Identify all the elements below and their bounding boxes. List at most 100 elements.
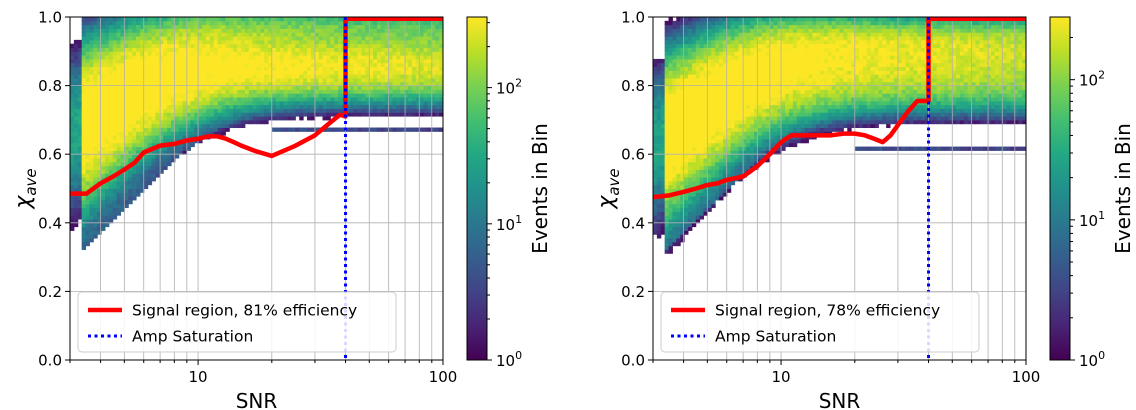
heatmap-cell <box>707 112 712 117</box>
heatmap-cell <box>392 32 397 37</box>
heatmap-cell <box>699 36 705 41</box>
heatmap-cell <box>765 81 771 87</box>
heatmap-cell <box>198 17 203 22</box>
heatmap-cell <box>240 47 246 52</box>
heatmap-cell <box>680 93 685 98</box>
heatmap-cell <box>419 77 425 83</box>
heatmap-cell <box>136 93 141 98</box>
heatmap-cell <box>672 32 677 37</box>
heatmap-cell <box>225 20 230 26</box>
heatmap-cell <box>120 142 125 148</box>
heatmap-cell <box>143 89 149 94</box>
heatmap-cell <box>101 169 106 174</box>
heatmap-cell <box>93 70 98 75</box>
heatmap-cell <box>684 199 689 205</box>
heatmap-cell <box>186 135 191 140</box>
heatmap-cell <box>419 100 425 106</box>
heatmap-cell <box>136 74 141 79</box>
heatmap-cell <box>229 51 234 56</box>
heatmap-cell <box>357 97 362 102</box>
heatmap-cell <box>81 245 87 250</box>
heatmap-cell <box>765 55 771 60</box>
heatmap-cell <box>174 43 180 48</box>
heatmap-cell <box>369 70 374 75</box>
heatmap-cell <box>120 81 125 87</box>
heatmap-cell <box>89 112 94 117</box>
heatmap-cell <box>757 32 763 37</box>
heatmap-cell <box>120 150 125 155</box>
heatmap-cell <box>353 62 359 68</box>
heatmap-cell <box>672 62 677 68</box>
heatmap-cell <box>77 150 83 155</box>
heatmap-cell <box>101 142 106 148</box>
heatmap-cell <box>81 184 87 189</box>
heatmap-cell <box>225 55 230 60</box>
heatmap-cell <box>322 104 327 109</box>
heatmap-cell <box>252 43 257 48</box>
heatmap-cell <box>734 116 739 121</box>
heatmap-cell <box>182 24 188 29</box>
heatmap-cell <box>237 43 242 48</box>
heatmap-cell <box>136 51 141 56</box>
heatmap-cell <box>124 89 129 94</box>
heatmap-cell <box>761 32 767 37</box>
heatmap-cell <box>765 62 771 68</box>
heatmap-cell <box>229 89 234 94</box>
heatmap-cell <box>279 36 285 41</box>
heatmap-cell <box>730 51 736 56</box>
heatmap-cell <box>174 93 180 98</box>
heatmap-cell <box>388 47 393 52</box>
heatmap-cell <box>171 77 176 83</box>
heatmap-cell <box>202 28 207 33</box>
heatmap-cell <box>225 108 230 113</box>
heatmap-cell <box>194 66 199 71</box>
heatmap-cell <box>264 97 269 102</box>
heatmap-cell <box>353 112 359 117</box>
heatmap-cell <box>221 93 226 98</box>
heatmap-cell <box>750 108 755 113</box>
heatmap-cell <box>695 85 701 90</box>
heatmap-cell <box>128 112 133 117</box>
heatmap-cell <box>101 146 106 151</box>
heatmap-cell <box>777 51 782 56</box>
heatmap-cell <box>205 70 211 75</box>
heatmap-cell <box>330 47 335 52</box>
heatmap-cell <box>104 146 110 151</box>
heatmap-cell <box>167 70 172 75</box>
heatmap-cell <box>373 104 378 109</box>
heatmap-cell <box>81 112 87 117</box>
heatmap-cell <box>695 158 701 163</box>
heatmap-cell <box>338 74 343 79</box>
heatmap-cell <box>178 104 184 109</box>
heatmap-cell <box>439 58 443 64</box>
heatmap-cell <box>656 81 662 87</box>
heatmap-cell <box>182 93 188 98</box>
heatmap-cell <box>691 32 697 37</box>
heatmap-cell <box>310 116 316 121</box>
heatmap-cell <box>70 100 75 106</box>
heatmap-cell <box>124 146 129 151</box>
heatmap-cell <box>256 24 261 29</box>
heatmap-cell <box>656 89 662 94</box>
heatmap-cell <box>703 203 708 209</box>
heatmap-cell <box>182 51 188 56</box>
heatmap-cell <box>108 81 114 87</box>
heatmap-cell <box>769 119 774 125</box>
heatmap-cell <box>85 161 90 167</box>
heatmap-cell <box>73 177 79 182</box>
heatmap-cell <box>400 28 405 33</box>
heatmap-cell <box>209 127 215 132</box>
heatmap-cell <box>742 89 747 94</box>
heatmap-cell <box>275 100 281 106</box>
heatmap-cell <box>707 47 712 52</box>
heatmap-cell <box>229 123 234 129</box>
heatmap-cell <box>380 55 386 60</box>
heatmap-cell <box>715 196 720 201</box>
heatmap-cell <box>264 58 269 64</box>
heatmap-cell <box>132 100 137 106</box>
heatmap-cell <box>128 135 133 140</box>
heatmap-cell <box>264 89 269 94</box>
heatmap-cell <box>244 62 250 68</box>
heatmap-cell <box>136 184 141 189</box>
heatmap-cell <box>167 93 172 98</box>
